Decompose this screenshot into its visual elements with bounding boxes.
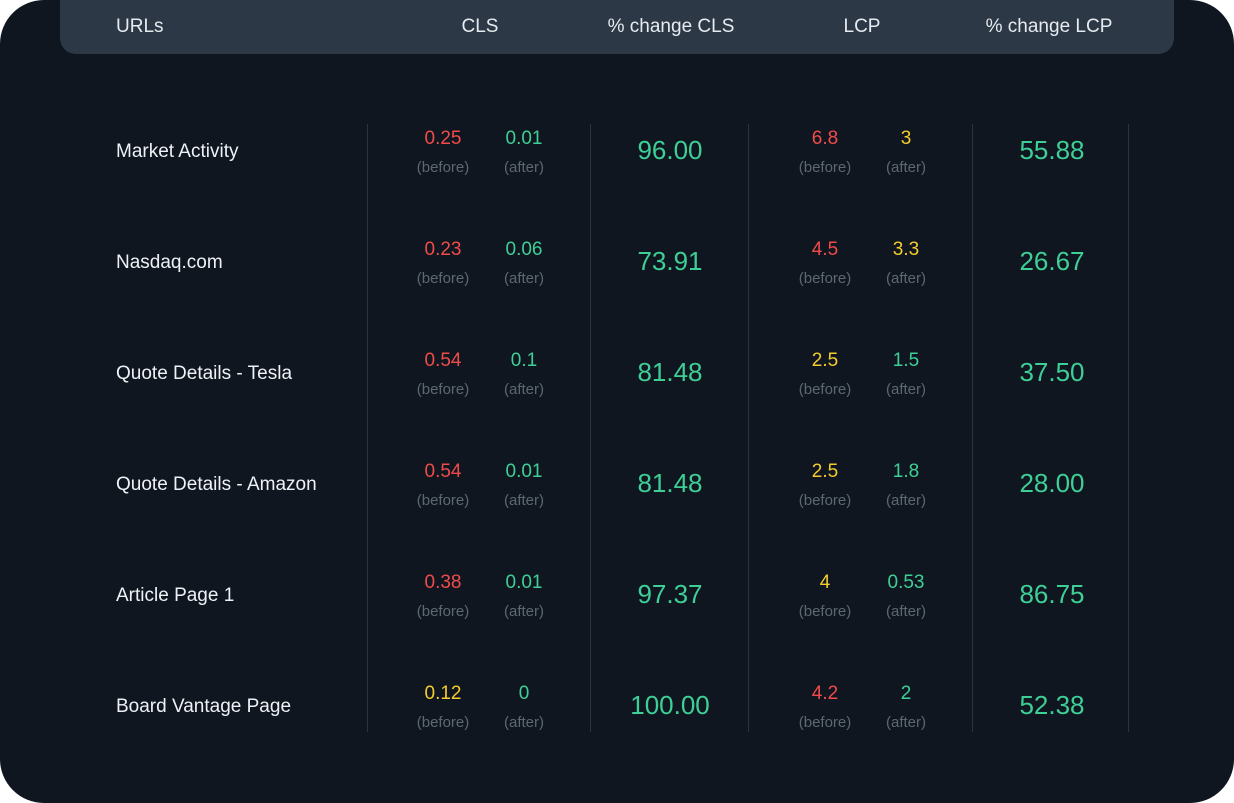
before-caption: (before) <box>798 381 852 398</box>
cls-after-value: 0.01 <box>505 128 543 149</box>
column-divider <box>590 124 591 732</box>
after-caption: (after) <box>503 492 544 509</box>
pct-change-lcp-value: 26.67 <box>1019 246 1085 276</box>
before-caption: (before) <box>416 270 470 287</box>
column-divider <box>1128 124 1129 732</box>
header-cls: CLS <box>461 16 499 37</box>
after-caption: (after) <box>503 714 544 731</box>
lcp-after-value: 1.8 <box>892 461 920 482</box>
before-caption: (before) <box>798 603 852 620</box>
table-row: Quote Details - Amazon 0.54 (before) 0.0… <box>0 458 1234 569</box>
table-row: Quote Details - Tesla 0.54 (before) 0.1 … <box>0 347 1234 458</box>
before-caption: (before) <box>416 381 470 398</box>
table-row: Market Activity 0.25 (before) 0.01 (afte… <box>0 125 1234 236</box>
after-caption: (after) <box>503 159 544 176</box>
cls-before-value: 0.12 <box>424 683 462 704</box>
pct-change-cls-value: 100.00 <box>630 690 710 720</box>
cls-before-value: 0.38 <box>424 572 462 593</box>
after-caption: (after) <box>503 270 544 287</box>
cls-before-value: 0.54 <box>424 461 462 482</box>
lcp-before-value: 4 <box>819 572 831 593</box>
before-caption: (before) <box>798 492 852 509</box>
before-caption: (before) <box>416 492 470 509</box>
lcp-before-value: 2.5 <box>811 350 839 371</box>
header-pct-change-lcp: % change LCP <box>985 16 1113 37</box>
header-urls: URLs <box>116 16 164 37</box>
pct-change-cls-value: 97.37 <box>637 579 703 609</box>
after-caption: (after) <box>503 603 544 620</box>
pct-change-cls-value: 81.48 <box>637 468 703 498</box>
pct-change-lcp-value: 28.00 <box>1019 468 1085 498</box>
column-divider <box>748 124 749 732</box>
pct-change-lcp-value: 86.75 <box>1019 579 1085 609</box>
lcp-before-value: 4.2 <box>811 683 839 704</box>
after-caption: (after) <box>885 381 926 398</box>
pct-change-cls-value: 73.91 <box>637 246 703 276</box>
after-caption: (after) <box>885 492 926 509</box>
cls-after-value: 0.1 <box>510 350 538 371</box>
lcp-before-value: 4.5 <box>811 239 839 260</box>
lcp-after-value: 1.5 <box>892 350 920 371</box>
table-row: Article Page 1 0.38 (before) 0.01 (after… <box>0 569 1234 680</box>
before-caption: (before) <box>798 714 852 731</box>
after-caption: (after) <box>885 270 926 287</box>
after-caption: (after) <box>503 381 544 398</box>
lcp-after-value: 3.3 <box>892 239 920 260</box>
after-caption: (after) <box>885 159 926 176</box>
cls-before-value: 0.23 <box>424 239 462 260</box>
header-lcp: LCP <box>843 16 881 37</box>
pct-change-lcp-value: 55.88 <box>1019 135 1085 165</box>
table-row: Nasdaq.com 0.23 (before) 0.06 (after) 73… <box>0 236 1234 347</box>
pct-change-lcp-value: 37.50 <box>1019 357 1085 387</box>
pct-change-cls-value: 81.48 <box>637 357 703 387</box>
row-url: Market Activity <box>116 141 239 162</box>
row-url: Quote Details - Tesla <box>116 363 293 384</box>
before-caption: (before) <box>798 270 852 287</box>
pct-change-cls-value: 96.00 <box>637 135 703 165</box>
lcp-before-value: 2.5 <box>811 461 839 482</box>
lcp-before-value: 6.8 <box>811 128 839 149</box>
column-divider <box>972 124 973 732</box>
cls-after-value: 0.06 <box>505 239 543 260</box>
row-url: Nasdaq.com <box>116 252 223 273</box>
cls-after-value: 0 <box>518 683 530 704</box>
after-caption: (after) <box>885 714 926 731</box>
column-divider <box>367 124 368 732</box>
cls-before-value: 0.25 <box>424 128 462 149</box>
before-caption: (before) <box>416 603 470 620</box>
header-pct-change-cls: % change CLS <box>607 16 735 37</box>
pct-change-lcp-value: 52.38 <box>1019 690 1085 720</box>
after-caption: (after) <box>885 603 926 620</box>
table-row: Board Vantage Page 0.12 (before) 0 (afte… <box>0 680 1234 791</box>
lcp-after-value: 3 <box>900 128 912 149</box>
row-url: Article Page 1 <box>116 585 235 606</box>
row-url: Quote Details - Amazon <box>116 474 317 495</box>
lcp-after-value: 2 <box>900 683 912 704</box>
before-caption: (before) <box>798 159 852 176</box>
before-caption: (before) <box>416 714 470 731</box>
lcp-after-value: 0.53 <box>887 572 925 593</box>
cls-after-value: 0.01 <box>505 572 543 593</box>
cls-after-value: 0.01 <box>505 461 543 482</box>
cls-before-value: 0.54 <box>424 350 462 371</box>
table-header: URLs CLS % change CLS LCP % change LCP <box>60 0 1174 54</box>
before-caption: (before) <box>416 159 470 176</box>
row-url: Board Vantage Page <box>116 696 292 717</box>
